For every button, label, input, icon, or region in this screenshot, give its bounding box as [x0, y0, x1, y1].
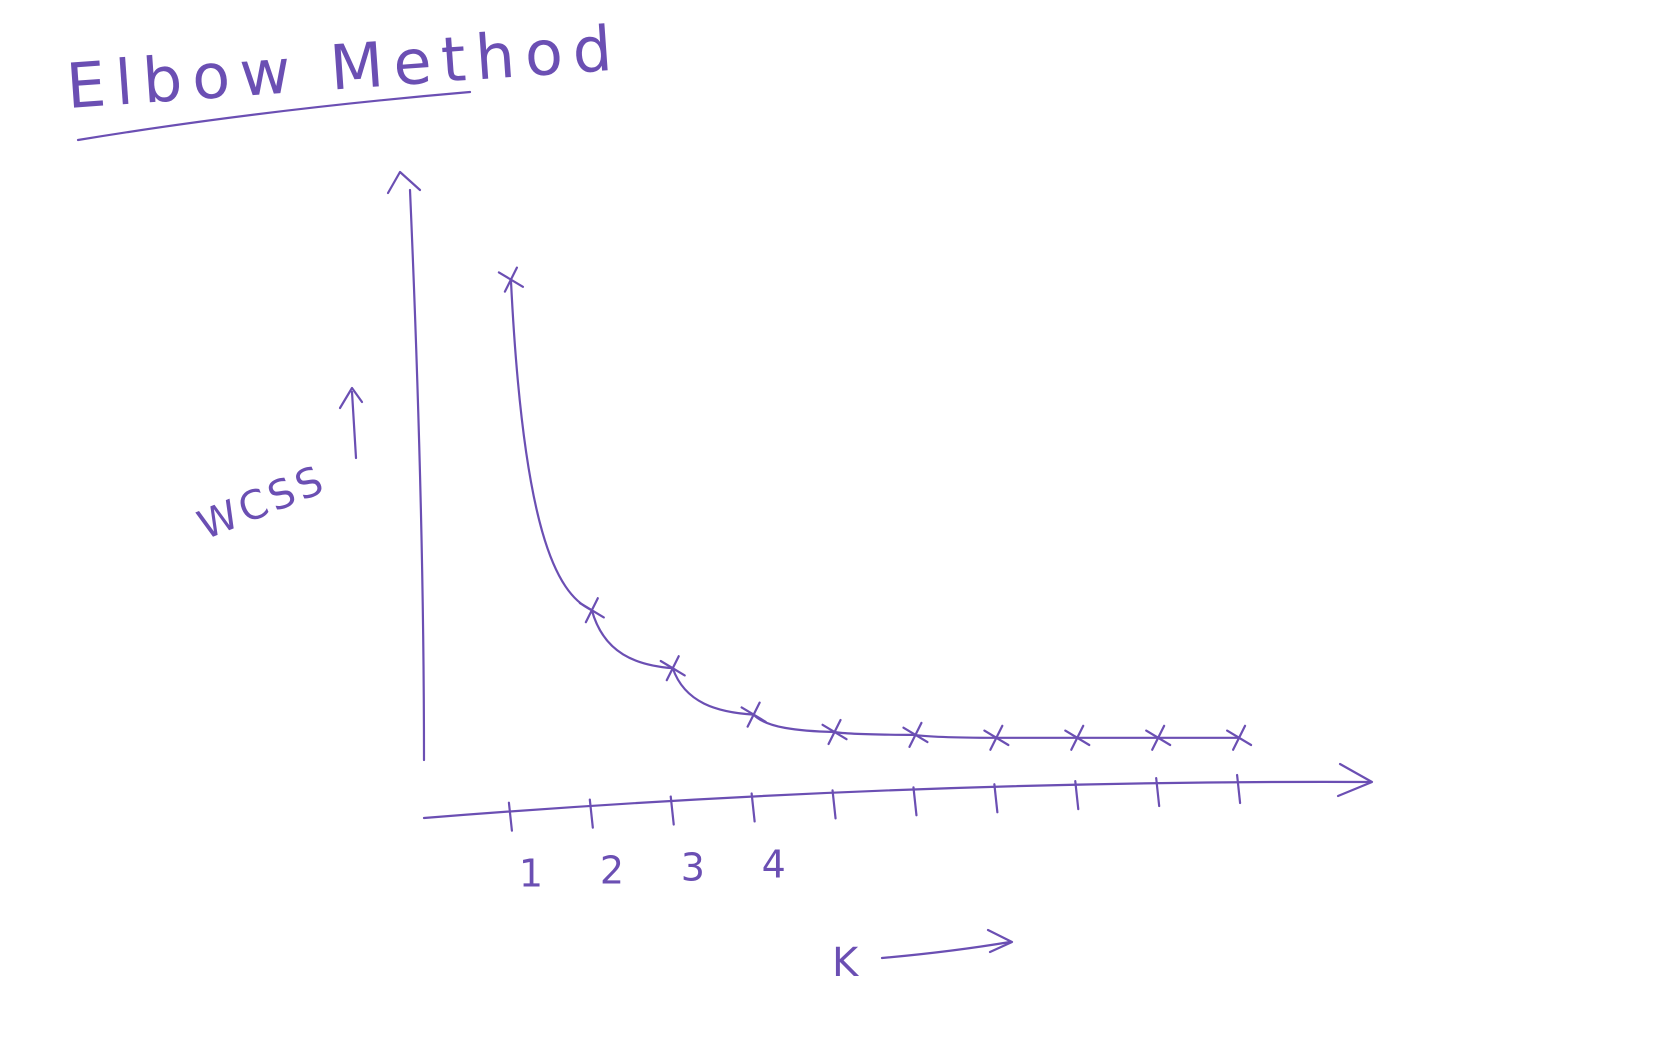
x-tick-10 — [1235, 773, 1242, 805]
wcss-series-line — [509, 278, 1241, 739]
y-axis-arrowhead — [386, 170, 422, 195]
x-axis-right-arrow-icon — [880, 928, 1014, 960]
data-point-k2 — [578, 597, 605, 624]
x-axis — [422, 780, 1372, 820]
x-tick-3 — [669, 795, 675, 826]
y-axis-label-group: WCSS — [192, 456, 334, 549]
x-tick-8 — [1074, 780, 1080, 811]
x-tick-4 — [750, 792, 756, 823]
x-tick-1 — [507, 801, 514, 832]
data-point-k8 — [1064, 724, 1091, 751]
data-point-k5 — [821, 718, 848, 746]
x-tick-9 — [1155, 776, 1161, 808]
x-axis-tick-labels: 1 2 3 4 — [519, 842, 786, 895]
x-tick-5 — [831, 789, 837, 820]
data-point-k10 — [1225, 724, 1253, 751]
x-tick-7 — [993, 783, 999, 814]
y-axis — [408, 188, 426, 762]
x-axis-ticks — [507, 773, 1242, 832]
x-tick-label-3: 3 — [681, 846, 705, 890]
x-axis-label: K — [832, 940, 860, 986]
data-point-markers — [497, 266, 1253, 751]
x-axis-arrowhead — [1336, 762, 1374, 798]
data-point-k3 — [659, 655, 686, 682]
title-underline — [76, 90, 472, 142]
x-tick-label-1: 1 — [519, 852, 543, 896]
x-tick-2 — [588, 798, 594, 829]
data-point-k9 — [1145, 724, 1172, 751]
y-axis-label: WCSS — [192, 456, 334, 549]
data-point-k6 — [902, 721, 929, 748]
data-point-k1 — [497, 266, 525, 293]
x-tick-label-2: 2 — [600, 849, 624, 893]
data-point-k4 — [740, 701, 767, 728]
data-point-k7 — [983, 724, 1010, 751]
y-axis-up-arrow-icon — [338, 386, 364, 460]
chart-title: Elbow Method — [64, 11, 624, 123]
x-tick-label-4: 4 — [762, 842, 786, 886]
x-tick-6 — [912, 786, 918, 817]
